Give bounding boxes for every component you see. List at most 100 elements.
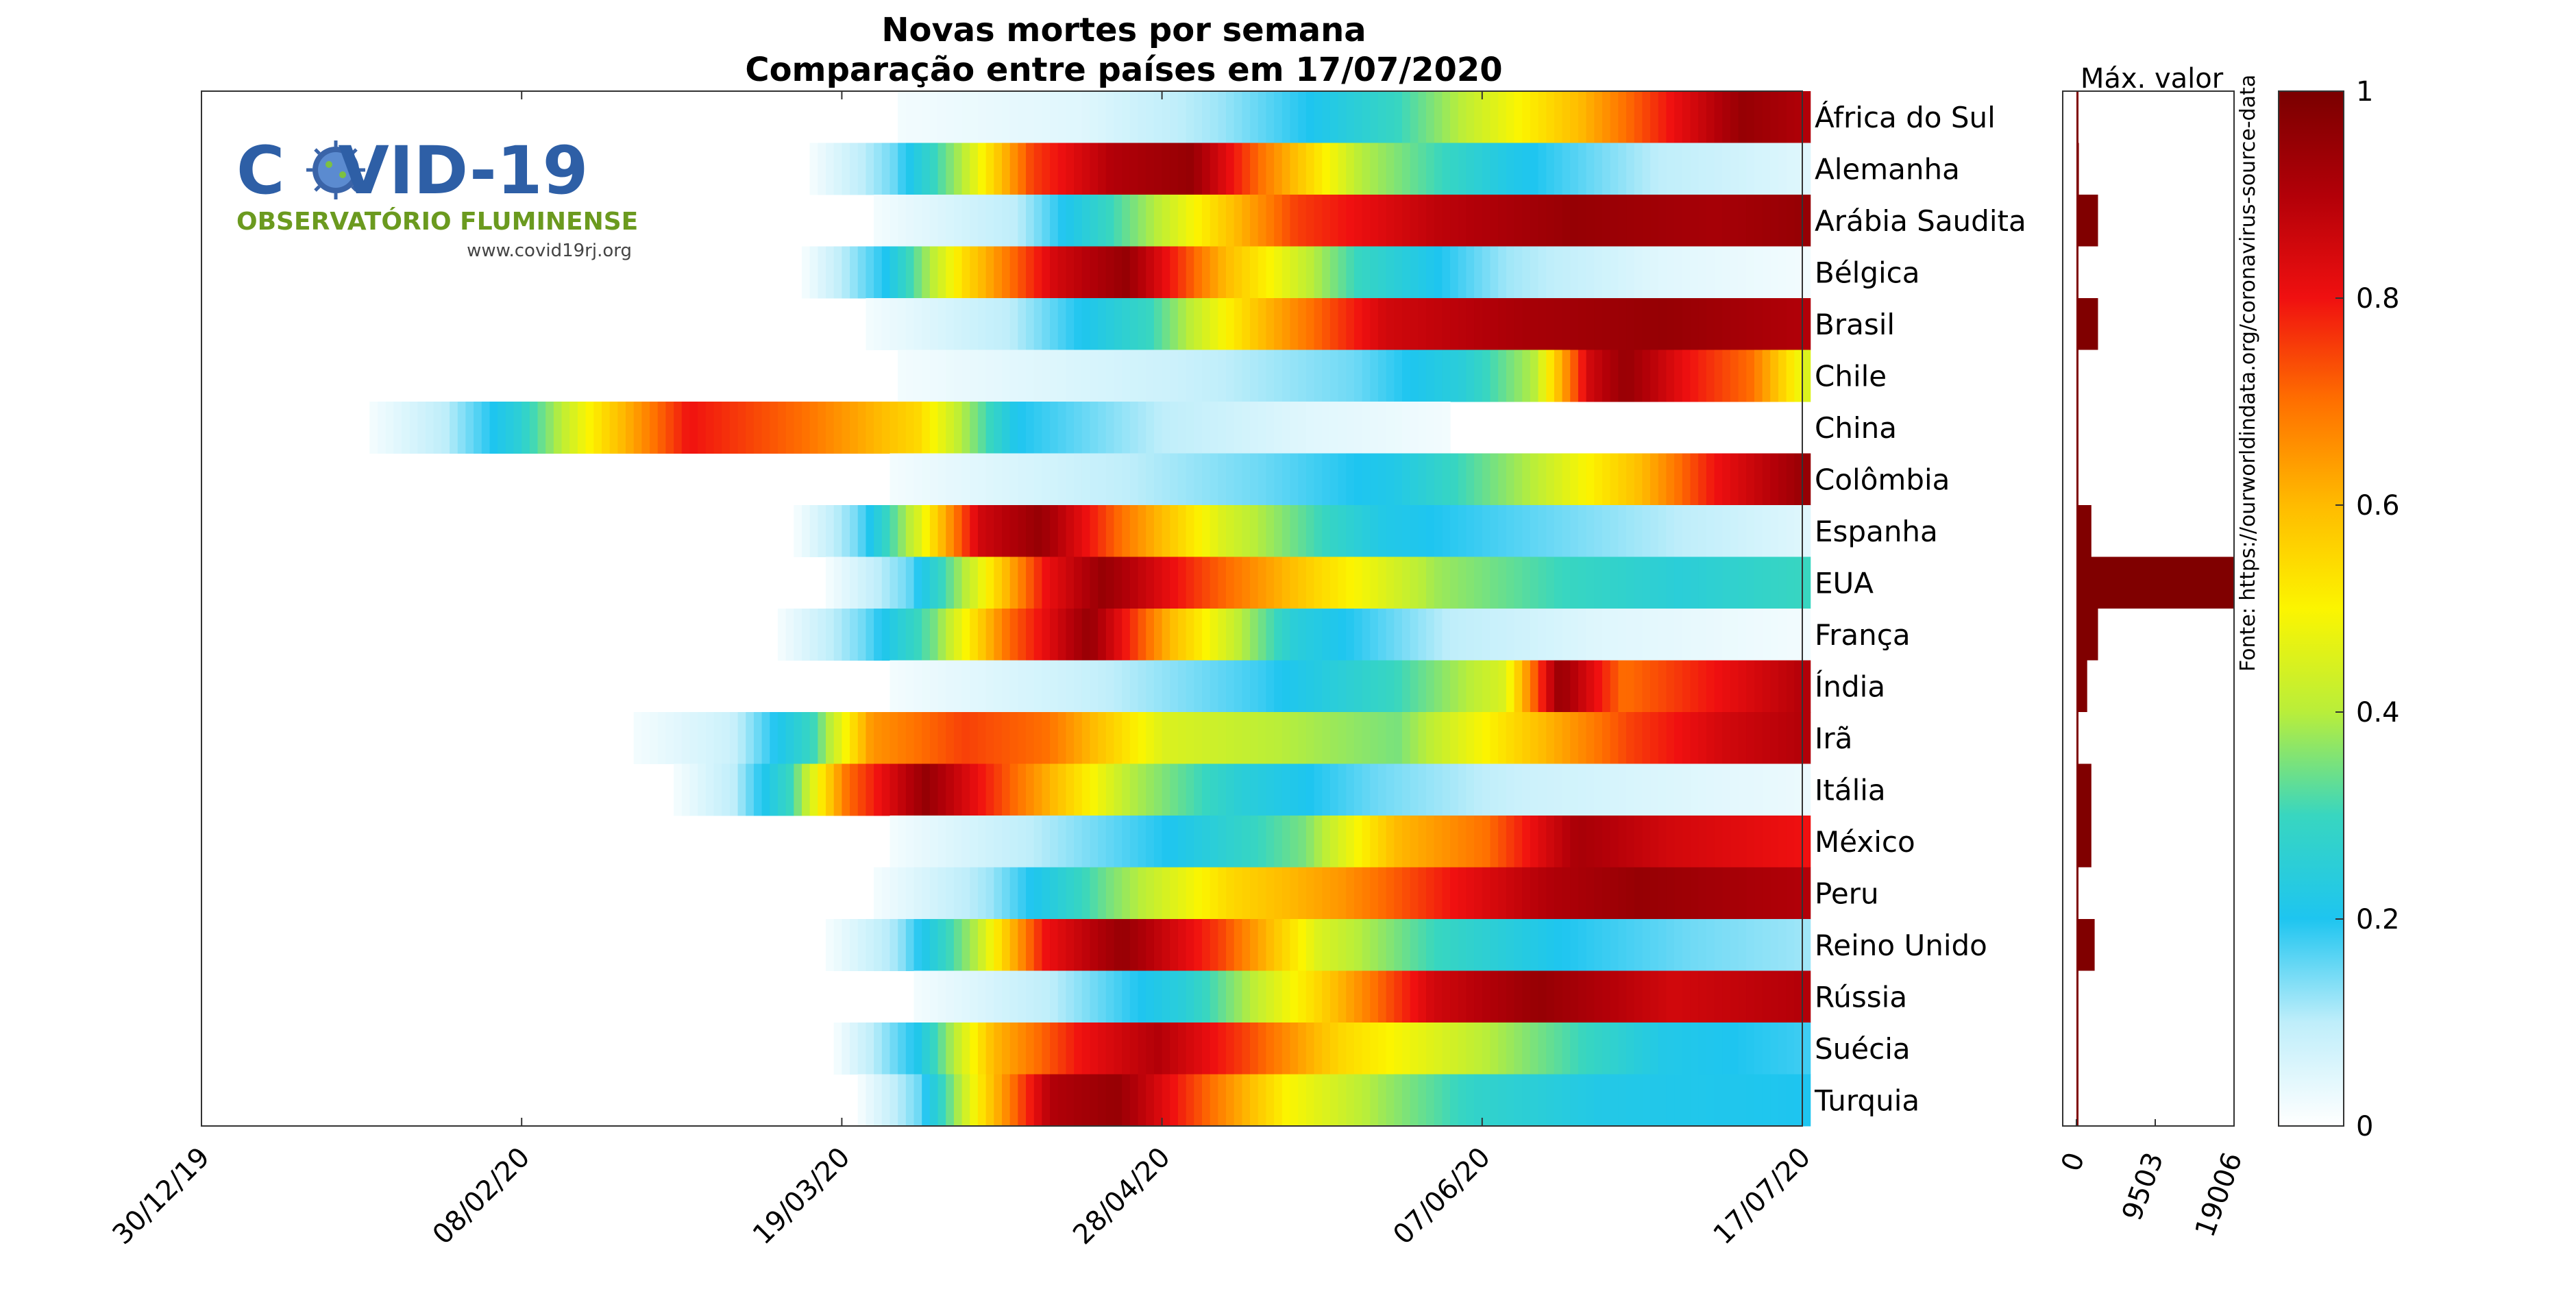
heatmap-cell (746, 402, 755, 454)
heatmap-cell (1105, 609, 1115, 661)
heatmap-cell (1394, 298, 1403, 350)
heatmap-cell (1370, 350, 1379, 402)
heatmap-cell (1242, 350, 1251, 402)
heatmap-cell (1042, 867, 1051, 920)
heatmap-cell (1386, 763, 1395, 816)
heatmap-cell (1434, 660, 1443, 713)
heatmap-cell (1098, 556, 1107, 609)
heatmap-cell (722, 402, 731, 454)
heatmap-cell (1129, 246, 1139, 299)
heatmap-cell (1522, 919, 1531, 971)
heatmap-cell (1450, 556, 1459, 609)
heatmap-cell (1202, 402, 1211, 454)
heatmap-cell (1105, 298, 1115, 350)
heatmap-cell (929, 1074, 939, 1127)
heatmap-cell (1146, 660, 1155, 713)
heatmap-cell (1138, 402, 1146, 454)
heatmap-cell (1114, 816, 1123, 868)
heatmap-cell (1346, 867, 1355, 920)
heatmap-cell (1329, 609, 1339, 661)
heatmap-cell (1234, 350, 1242, 402)
heatmap-cell (1098, 763, 1107, 816)
heatmap-cell (946, 763, 955, 816)
heatmap-cell (1690, 556, 1699, 609)
heatmap-cell (1353, 350, 1363, 402)
country-label: Colômbia (1815, 463, 1950, 496)
heatmap-cell (1506, 867, 1515, 920)
heatmap-cell (1153, 453, 1163, 506)
heatmap-cell (1186, 660, 1194, 713)
heatmap-cell (881, 505, 891, 557)
heatmap-cell (1530, 970, 1539, 1023)
heatmap-cell (1682, 919, 1691, 971)
max-tick-label: 9503 (2116, 1149, 2170, 1225)
heatmap-cell (1434, 505, 1443, 557)
heatmap-cell (1690, 505, 1699, 557)
heatmap-cell (1218, 246, 1227, 299)
heatmap-cell (1281, 763, 1291, 816)
heatmap-cell (1634, 246, 1643, 299)
heatmap-cell (1129, 1023, 1139, 1075)
heatmap-cell (1386, 660, 1395, 713)
heatmap-cell (1778, 609, 1787, 661)
heatmap-cell (1002, 298, 1011, 350)
heatmap-cell (1114, 246, 1123, 299)
heatmap-cell (1474, 195, 1483, 247)
heatmap-cell (1258, 350, 1267, 402)
heatmap-cell (1138, 763, 1146, 816)
heatmap-cell (1650, 1074, 1659, 1127)
heatmap-cell (1033, 919, 1042, 971)
heatmap-cell (1057, 453, 1067, 506)
heatmap-cell (1290, 143, 1299, 195)
heatmap-cell (1762, 1023, 1771, 1075)
heatmap-cell (1498, 350, 1507, 402)
heatmap-cell (1538, 712, 1547, 764)
heatmap-cell (1538, 91, 1547, 143)
heatmap-cell (1186, 919, 1194, 971)
heatmap-cell (1618, 556, 1627, 609)
heatmap-cell (1466, 867, 1475, 920)
heatmap-cell (1002, 609, 1011, 661)
heatmap-cell (1466, 350, 1475, 402)
heatmap-cell (1305, 195, 1315, 247)
heatmap-cell (1554, 246, 1563, 299)
heatmap-cell (1610, 195, 1619, 247)
heatmap-cell (1682, 195, 1691, 247)
heatmap-cell (1194, 556, 1203, 609)
heatmap-cell (890, 1074, 898, 1127)
heatmap-cell (1098, 298, 1107, 350)
heatmap-cell (1202, 660, 1211, 713)
x-tick-label: 17/07/20 (1708, 1142, 1817, 1251)
heatmap-cell (1281, 505, 1291, 557)
heatmap-cell (1722, 970, 1731, 1023)
heatmap-cell (1658, 660, 1667, 713)
heatmap-cell (1522, 91, 1531, 143)
heatmap-cell (922, 402, 931, 454)
heatmap-cell (1618, 763, 1627, 816)
heatmap-cell (1434, 350, 1443, 402)
heatmap-cell (1602, 505, 1611, 557)
heatmap-cell (1281, 970, 1291, 1023)
heatmap-cell (1122, 246, 1131, 299)
heatmap-cell (1057, 816, 1067, 868)
heatmap-cell (1546, 919, 1555, 971)
heatmap-cell (1242, 91, 1251, 143)
heatmap-cell (1002, 712, 1011, 764)
heatmap-cell (1698, 763, 1707, 816)
heatmap-cell (1778, 816, 1787, 868)
heatmap-cell (1386, 609, 1395, 661)
heatmap-cell (818, 609, 826, 661)
heatmap-cell (1402, 143, 1411, 195)
heatmap-cell (809, 505, 818, 557)
heatmap-cell (665, 712, 674, 764)
heatmap-cell (1666, 867, 1675, 920)
heatmap-cell (1466, 712, 1475, 764)
heatmap-cell (698, 712, 707, 764)
heatmap-cell (1202, 350, 1211, 402)
heatmap-cell (1026, 298, 1035, 350)
heatmap-cell (1338, 143, 1347, 195)
heatmap-cell (1002, 402, 1011, 454)
heatmap-cell (1329, 816, 1339, 868)
heatmap-cell (929, 1023, 939, 1075)
heatmap-cell (929, 91, 939, 143)
